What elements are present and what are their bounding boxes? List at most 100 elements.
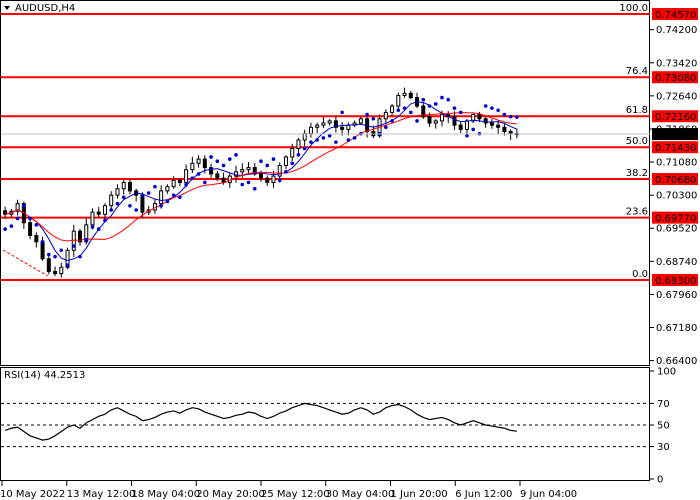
price-axis: 0.742000.734200.726400.718600.710800.703… — [1, 25, 698, 367]
fib-price-label: 0.73080 — [655, 73, 696, 84]
candle-body — [296, 139, 301, 149]
candle-body — [127, 181, 132, 192]
sar-dot — [309, 140, 313, 144]
rsi-pane-frame — [0, 367, 650, 481]
time-tick-label: 20 May 20:00 — [196, 489, 265, 500]
candle-body — [46, 258, 51, 273]
candle-body — [327, 120, 332, 124]
time-tick-label: 9 Jun 04:00 — [520, 489, 577, 500]
time-tick-label: 13 May 12:00 — [67, 489, 136, 500]
sar-dot — [265, 163, 270, 168]
candle-body — [508, 131, 513, 135]
main-pane-frame — [0, 0, 650, 366]
rsi-label: RSI(14) 44.2513 — [4, 370, 85, 381]
sar-dot — [446, 97, 451, 102]
candle-body — [489, 122, 494, 126]
rsi-tick-label: 70 — [657, 399, 670, 410]
candle-body — [433, 120, 438, 124]
candle-body — [159, 190, 164, 205]
candle-body — [439, 114, 444, 122]
sar-dot — [140, 193, 145, 197]
sar-dot — [452, 106, 457, 110]
candle-body — [340, 126, 345, 130]
candle-body — [184, 169, 189, 183]
symbol-dropdown-icon[interactable] — [4, 6, 10, 10]
sar-dot — [334, 140, 338, 144]
fib-price-label: 0.72160 — [655, 112, 696, 123]
candle-body — [121, 181, 126, 190]
candle-body — [402, 92, 407, 96]
candle-body — [464, 120, 469, 130]
sar-dot — [427, 104, 432, 108]
candle-body — [109, 194, 114, 207]
ma-slow-line — [5, 112, 517, 242]
sar-dot — [203, 180, 207, 185]
sar-dot — [327, 133, 332, 138]
candle-body — [215, 173, 220, 179]
sar-dot — [221, 163, 226, 168]
fib-price-tag — [652, 141, 698, 154]
rsi-line — [4, 402, 517, 441]
sar-dot — [134, 208, 138, 212]
sar-dot — [271, 157, 276, 161]
fib-price-label: 0.71430 — [655, 143, 696, 154]
price-tick-label: 0.74200 — [656, 25, 697, 36]
current-price-tag — [652, 128, 698, 141]
sar-dot — [234, 153, 238, 157]
candle-body — [496, 124, 501, 128]
sar-dot — [371, 116, 376, 121]
sar-dot — [259, 159, 263, 164]
sar-dot — [402, 106, 407, 110]
price-tick-label: 0.72640 — [656, 91, 697, 102]
fib-ratio-label: 100.0 — [619, 3, 648, 14]
candle-body — [227, 175, 232, 183]
time-tick-label: 10 May 2022 — [0, 489, 65, 500]
sar-dot — [252, 186, 257, 191]
candle-body — [115, 188, 120, 196]
candle-body — [140, 194, 145, 213]
sar-dot — [277, 178, 282, 183]
fib-ratio-label: 0.0 — [632, 269, 648, 280]
price-tick-label: 0.71080 — [656, 158, 697, 169]
sar-dot — [78, 254, 82, 259]
candle-body — [78, 230, 83, 243]
candle-body — [383, 111, 388, 120]
candle-body — [471, 114, 476, 122]
candle-body — [502, 126, 507, 133]
price-tick-label: 0.67960 — [656, 290, 697, 301]
fib-price-tag — [652, 71, 698, 84]
trendline[interactable] — [2, 249, 49, 277]
price-tick-label: 0.66400 — [656, 356, 697, 367]
sar-dot — [508, 114, 513, 119]
time-tick-label: 25 May 12:00 — [261, 489, 330, 500]
sar-dot — [153, 184, 157, 189]
candle-body — [302, 133, 307, 141]
sar-dot — [109, 208, 114, 212]
candle-body — [408, 92, 413, 99]
sar-dot — [321, 136, 326, 140]
sar-dot — [384, 125, 388, 130]
sar-dot — [465, 133, 469, 138]
candle-body — [202, 158, 207, 169]
candle-body — [458, 124, 463, 130]
rsi-tick-label: 0 — [657, 475, 663, 486]
price-tick-label: 0.73420 — [656, 58, 697, 69]
sar-dot — [22, 203, 26, 208]
candle-body — [34, 234, 39, 243]
sar-dot — [40, 240, 45, 244]
sar-dot — [227, 157, 232, 161]
time-tick-label: 18 May 04:00 — [132, 489, 201, 500]
candle-body — [259, 173, 263, 179]
sar-dot — [433, 102, 438, 106]
candle-body — [396, 94, 401, 107]
candle-body — [321, 122, 326, 126]
fibonacci-retracement[interactable]: 100.0 0.74570 76.4 0.73080 61.8 0.72160 50.0 0.… — [1, 3, 698, 287]
rsi-tick-label: 100 — [657, 367, 676, 378]
candle-body — [283, 156, 288, 166]
time-tick-label: 1 Jun 20:00 — [391, 489, 448, 500]
sar-dot — [47, 252, 51, 257]
candle-body — [346, 124, 351, 130]
current-price-label: 0.71740 — [655, 130, 696, 141]
sar-dot — [284, 170, 288, 174]
